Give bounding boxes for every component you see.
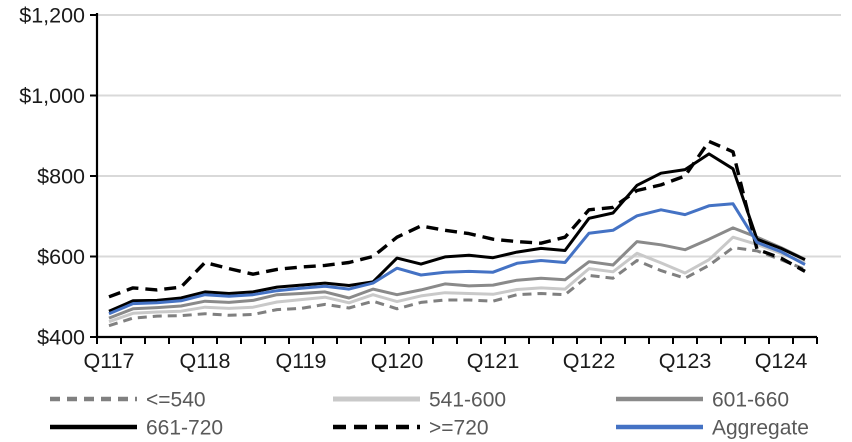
series-line-le540 bbox=[108, 246, 806, 328]
legend-label-ge720: >=720 bbox=[429, 417, 489, 440]
series-line-aggregate bbox=[108, 202, 806, 316]
y-axis-label-800: $800 bbox=[37, 165, 85, 189]
y-axis-label-1000: $1,000 bbox=[19, 84, 85, 108]
series-line-s601_660 bbox=[108, 226, 806, 320]
axes bbox=[90, 13, 818, 344]
y-axis-label-600: $600 bbox=[37, 245, 85, 269]
legend: <=540 541-600 601-660 661-720 >=720 Aggregate bbox=[50, 389, 809, 440]
x-axis-label-Q123: Q123 bbox=[659, 349, 712, 373]
y-axis-label-400: $400 bbox=[37, 326, 85, 350]
legend-label-s541_600: 541-600 bbox=[429, 389, 506, 412]
gridlines bbox=[97, 14, 841, 258]
x-axis-label-Q122: Q122 bbox=[563, 349, 616, 373]
x-axis-label-Q121: Q121 bbox=[467, 349, 520, 373]
y-axis-label-1200: $1,200 bbox=[19, 4, 85, 28]
legend-label-s661_720: 661-720 bbox=[146, 417, 223, 440]
legend-label-le540: <=540 bbox=[146, 389, 206, 412]
x-axis-label-Q119: Q119 bbox=[276, 349, 327, 373]
series-line-s541_600 bbox=[108, 235, 806, 324]
legend-label-s601_660: 601-660 bbox=[712, 389, 789, 412]
legend-label-aggregate: Aggregate bbox=[712, 417, 809, 440]
x-axis-label-Q124: Q124 bbox=[755, 349, 808, 373]
x-axis-label-Q117: Q117 bbox=[84, 349, 135, 373]
x-axis-labels: Q117 Q118 Q119 Q120 Q121 Q122 Q123 Q124 bbox=[84, 349, 808, 373]
x-axis-label-Q120: Q120 bbox=[371, 349, 424, 373]
series-line-ge720 bbox=[108, 139, 806, 299]
x-axis-label-Q118: Q118 bbox=[180, 349, 231, 373]
series-line-s661_720 bbox=[108, 152, 806, 313]
series-lines bbox=[108, 139, 806, 328]
y-axis-labels: $400 $600 $800 $1,000 $1,200 bbox=[19, 4, 85, 350]
